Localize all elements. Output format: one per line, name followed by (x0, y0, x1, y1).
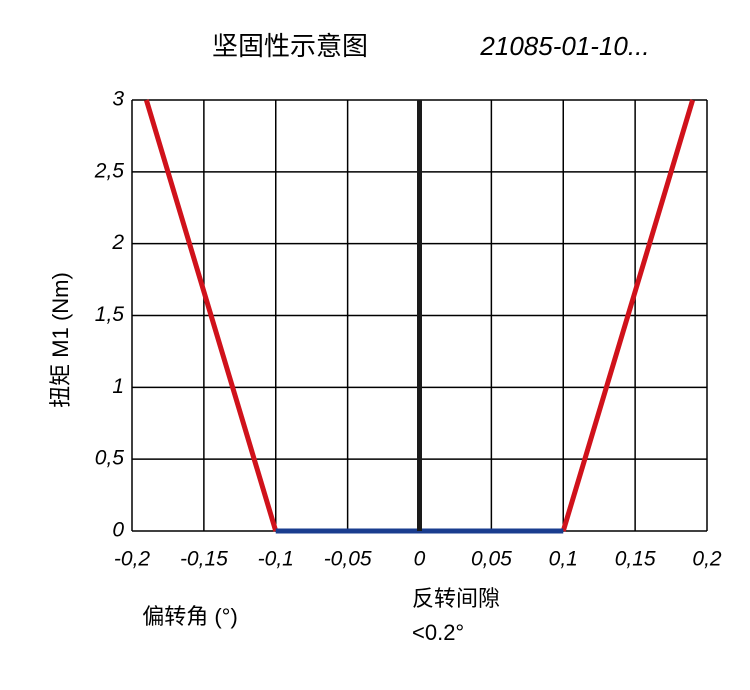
data-line (143, 99, 279, 532)
x-tick-label: -0,2 (114, 548, 151, 571)
x-tick-label: -0,15 (180, 548, 228, 571)
y-tick-label: 0 (112, 519, 124, 542)
x-tick-label: 0,1 (549, 548, 578, 571)
y-axis-label: 扭矩 M1 (Nm) (48, 272, 73, 408)
y-tick-label: 3 (112, 88, 124, 111)
x-tick-label: 0,2 (692, 548, 722, 571)
y-tick-label: 0,5 (95, 447, 125, 470)
y-tick-label: 2 (111, 231, 124, 254)
annotation: 反转间隙 (412, 586, 500, 611)
y-tick-label: 1,5 (95, 303, 125, 326)
y-tick-label: 2,5 (94, 159, 125, 182)
x-tick-label: 0 (414, 548, 426, 571)
x-axis-label: 偏转角 (°) (142, 604, 238, 629)
x-tick-label: 0,05 (471, 548, 512, 571)
x-tick-label: -0,05 (324, 548, 372, 571)
x-tick-label: 0,15 (615, 548, 656, 571)
data-line (560, 99, 696, 532)
chart-subtitle: 21085-01-10... (479, 31, 649, 61)
chart-title: 坚固性示意图 (212, 31, 368, 61)
y-tick-label: 1 (112, 375, 124, 398)
x-tick-label: -0,1 (258, 548, 294, 571)
annotation: <0.2° (412, 620, 464, 645)
